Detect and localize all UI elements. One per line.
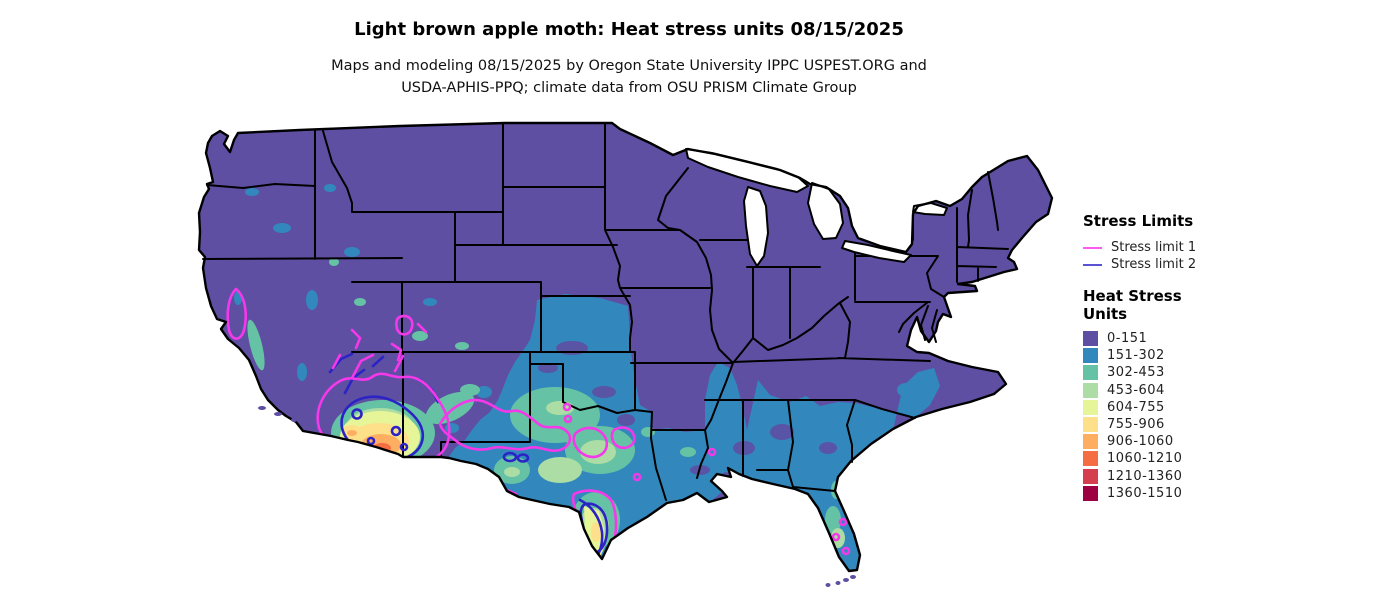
heat-region-blue (448, 294, 940, 571)
stress-limit-legend-item: Stress limit 2 (1083, 256, 1383, 273)
header: Light brown apple moth: Heat stress unit… (0, 0, 1258, 99)
heat-unit-color-swatch (1083, 468, 1098, 484)
heat-unit-range-label: 151-302 (1107, 348, 1165, 364)
heat-unit-color-swatch (1083, 485, 1098, 501)
islands (258, 406, 856, 587)
heat-unit-legend-item: 604-755 (1083, 399, 1383, 416)
stress-limit-label: Stress limit 2 (1111, 257, 1197, 272)
stress-limit-legend-item: Stress limit 1 (1083, 239, 1383, 256)
heat-unit-color-swatch (1083, 399, 1098, 415)
subtitle-line-1: Maps and modeling 08/15/2025 by Oregon S… (331, 58, 927, 74)
heat-unit-range-label: 1060-1210 (1107, 451, 1183, 467)
heat-unit-range-label: 755-906 (1107, 417, 1165, 433)
great-lakes (685, 148, 948, 267)
blue-speckles (234, 184, 915, 433)
heat-unit-legend-item: 453-604 (1083, 382, 1383, 399)
south-texas-hot-zone (584, 506, 605, 557)
purple-mottling (538, 341, 837, 475)
heat-unit-range-label: 302-453 (1107, 365, 1165, 381)
heat-unit-range-label: 0-151 (1107, 331, 1148, 347)
heat-unit-legend-item: 906-1060 (1083, 433, 1383, 450)
heat-unit-legend-item: 1210-1360 (1083, 468, 1383, 485)
heat-unit-range-label: 604-755 (1107, 399, 1165, 415)
stress-limits-heading: Stress Limits (1083, 212, 1194, 230)
heat-unit-color-swatch (1083, 348, 1098, 364)
stress-limits-items: Stress limit 1 Stress limit 2 (1083, 239, 1383, 273)
heat-units-bins: 0-151 151-302 302-453 453-604 604-755 75… (1083, 330, 1383, 502)
page-title: Light brown apple moth: Heat stress unit… (354, 19, 904, 40)
lake-huron (807, 182, 844, 240)
heat-unit-color-swatch (1083, 331, 1098, 347)
heat-unit-color-swatch (1083, 365, 1098, 381)
heat-unit-color-swatch (1083, 434, 1098, 450)
arizona-hot-zone (340, 411, 420, 463)
heat-unit-range-label: 906-1060 (1107, 434, 1174, 450)
heat-unit-legend-item: 151-302 (1083, 347, 1383, 364)
stress-limit-line-sample (1083, 263, 1102, 266)
heat-unit-legend-item: 302-453 (1083, 364, 1383, 381)
stress-limit-line-sample (1083, 246, 1102, 249)
heat-unit-color-swatch (1083, 451, 1098, 467)
lake-erie (841, 240, 912, 263)
heat-units-heading-line-1: Heat Stress (1083, 287, 1182, 305)
heat-unit-range-label: 1360-1510 (1107, 485, 1183, 501)
state-borders (202, 122, 1009, 501)
heat-unit-range-label: 1210-1360 (1107, 468, 1183, 484)
stress-limit-label: Stress limit 1 (1111, 240, 1197, 255)
lake-michigan (743, 186, 769, 267)
heat-unit-legend-item: 755-906 (1083, 416, 1383, 433)
heat-unit-color-swatch (1083, 417, 1098, 433)
heat-units-heading-line-2: Units (1083, 305, 1128, 323)
heat-unit-range-label: 453-604 (1107, 382, 1165, 398)
heat-unit-legend-item: 1360-1510 (1083, 485, 1383, 502)
heat-unit-legend-item: 0-151 (1083, 330, 1383, 347)
subtitle-line-2: USDA-APHIS-PPQ; climate data from OSU PR… (401, 80, 857, 96)
legend: Stress Limits Stress limit 1 Stress limi… (1083, 212, 1383, 502)
heat-unit-color-swatch (1083, 382, 1098, 398)
heat-unit-legend-item: 1060-1210 (1083, 450, 1383, 467)
